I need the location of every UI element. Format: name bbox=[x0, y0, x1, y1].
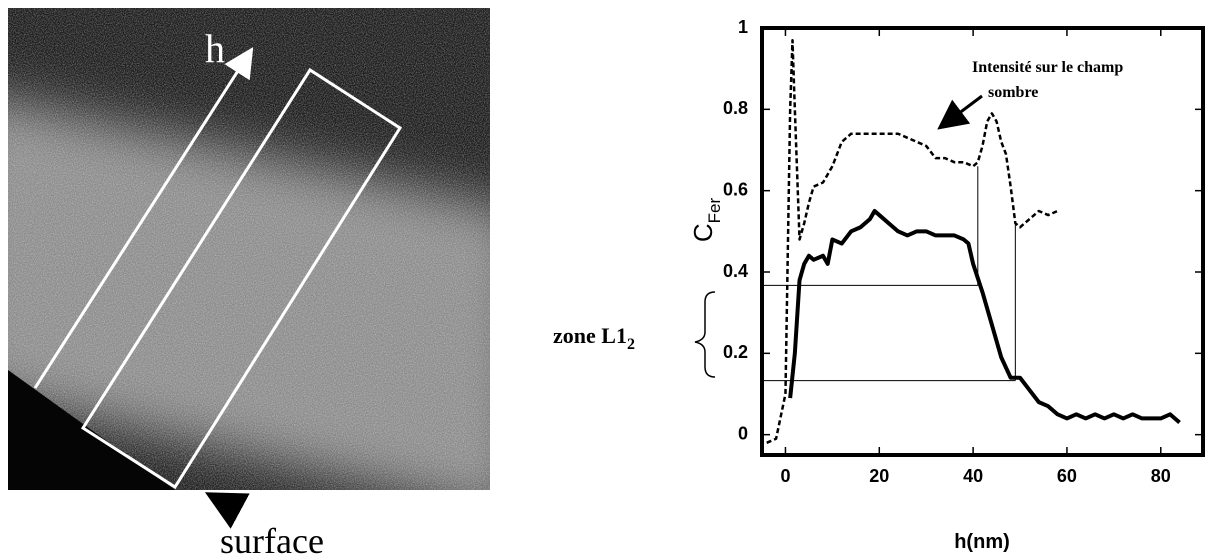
x-tick-label: 40 bbox=[963, 466, 983, 486]
y-tick-label: 0.6 bbox=[723, 179, 748, 199]
y-tick-label: 0.8 bbox=[723, 98, 748, 118]
plot-frame bbox=[760, 26, 1205, 457]
micrograph: h bbox=[8, 8, 490, 490]
x-tick-label: 20 bbox=[869, 466, 889, 486]
axis-arrow-label: h bbox=[205, 26, 225, 71]
y-tick-label: 0.2 bbox=[723, 342, 748, 362]
x-tick-label: 60 bbox=[1057, 466, 1077, 486]
x-tick-label: 0 bbox=[780, 466, 790, 486]
annotation-line: Intensité sur le champ bbox=[972, 59, 1123, 76]
y-tick-label: 0.4 bbox=[723, 261, 748, 281]
zone-label: zone L12 bbox=[553, 323, 635, 353]
y-tick-label: 1 bbox=[738, 17, 748, 37]
brace bbox=[694, 291, 716, 378]
data-line bbox=[788, 209, 1181, 424]
y-tick-label: 0 bbox=[738, 423, 748, 443]
x-tick-label: 80 bbox=[1151, 466, 1171, 486]
annotation-line: sombre bbox=[988, 84, 1038, 101]
y-axis-label: CFer bbox=[688, 198, 724, 243]
chart: 0 0.2 0.4 0.6 0.8 1 0 20 40 60 80 bbox=[723, 17, 1205, 486]
surface-label: surface bbox=[220, 521, 324, 560]
surface-arrow bbox=[204, 492, 250, 529]
annotation-arrow bbox=[937, 94, 983, 130]
x-axis-label: h(nm) bbox=[954, 531, 1010, 553]
data-line bbox=[766, 38, 1059, 444]
